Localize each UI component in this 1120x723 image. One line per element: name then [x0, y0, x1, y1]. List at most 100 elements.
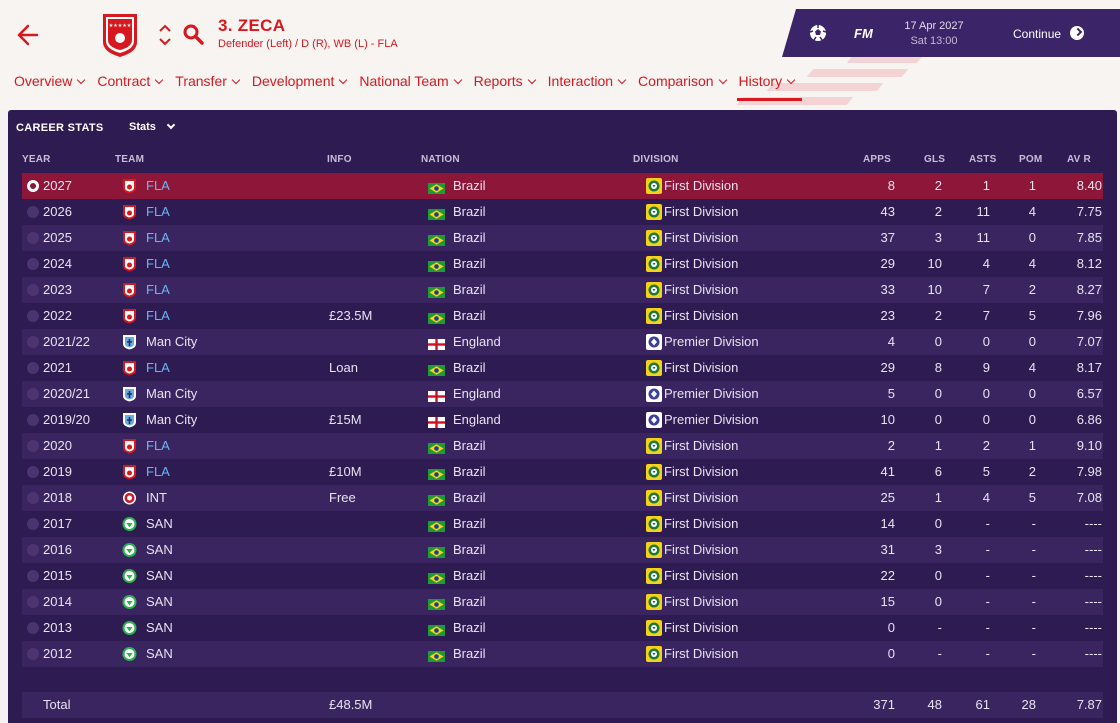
tab-reports[interactable]: Reports [474, 73, 536, 101]
top-status-bar: FM 17 Apr 2027 Sat 13:00 Continue [782, 9, 1120, 57]
table-row[interactable]: 2018 INT Free Brazil First Division 25 1 4 5 7.08 [22, 485, 1103, 511]
tab-development[interactable]: Development [252, 73, 348, 101]
table-row[interactable]: 2019 FLA £10M Brazil First Division 41 6 5 2 7.98 [22, 459, 1103, 485]
column-header-gls[interactable]: GLS [924, 154, 946, 165]
prev-next-player-icon[interactable] [158, 22, 172, 48]
row-select-radio[interactable] [27, 492, 39, 504]
game-date: 17 Apr 2027 [904, 20, 964, 32]
column-header-nation[interactable]: NATION [421, 154, 460, 165]
career-stats-panel: CAREER STATS Stats YEAR TEAM INFO NATION… [8, 110, 1117, 723]
tab-history[interactable]: History [736, 73, 802, 101]
team-name[interactable]: FLA [146, 308, 170, 323]
table-row[interactable]: 2027 FLA Brazil First Division 8 2 1 1 8.40 [22, 173, 1103, 199]
club-badge-icon [122, 412, 137, 428]
pom-cell: 0 [1028, 230, 1036, 245]
assists-cell: - [985, 646, 990, 661]
goals-cell: 10 [927, 256, 942, 271]
row-select-radio[interactable] [27, 414, 39, 426]
table-row[interactable]: 2019/20 Man City £15M England Premier Divisi… [22, 407, 1103, 433]
club-badge-icon [122, 464, 137, 480]
back-arrow-icon[interactable] [14, 22, 40, 48]
year-cell: 2023 [43, 282, 72, 297]
table-row[interactable]: 2025 FLA Brazil First Division 37 3 11 0 7.85 [22, 225, 1103, 251]
table-row[interactable]: 2020 FLA Brazil First Division 2 1 2 1 9.10 [22, 433, 1103, 459]
row-select-radio[interactable] [27, 258, 39, 270]
goals-cell: 0 [934, 334, 942, 349]
row-select-radio[interactable] [27, 596, 39, 608]
row-select-radio[interactable] [27, 362, 39, 374]
apps-cell: 43 [880, 204, 895, 219]
tab-national-team[interactable]: National Team [359, 73, 462, 101]
tab-transfer[interactable]: Transfer [175, 73, 241, 101]
nation-flag-icon [428, 571, 445, 584]
career-stats-table: 2027 FLA Brazil First Division 8 2 1 1 8.40 2026 F… [22, 173, 1103, 667]
row-select-radio[interactable] [27, 622, 39, 634]
row-select-radio[interactable] [27, 648, 39, 660]
row-select-radio[interactable] [27, 388, 39, 400]
table-row[interactable]: 2024 FLA Brazil First Division 29 10 4 4 8.12 [22, 251, 1103, 277]
goals-cell: 2 [934, 308, 942, 323]
table-row[interactable]: 2023 FLA Brazil First Division 33 10 7 2 8.27 [22, 277, 1103, 303]
tab-overview[interactable]: Overview [14, 73, 86, 101]
team-name[interactable]: FLA [146, 256, 170, 271]
assists-cell: 4 [982, 256, 990, 271]
competition-logo-icon [645, 489, 663, 507]
row-select-radio[interactable] [27, 518, 39, 530]
table-row[interactable]: 2021 FLA Loan Brazil First Division 29 8 9 4 8.17 [22, 355, 1103, 381]
avg-rating-cell: 7.96 [1076, 308, 1102, 323]
team-name[interactable]: FLA [146, 464, 170, 479]
total-row: Total £48.5M 371 48 61 28 7.87 [22, 692, 1103, 718]
team-name[interactable]: FLA [146, 360, 170, 375]
team-name[interactable]: FLA [146, 230, 170, 245]
column-header-avr[interactable]: AV R [1067, 154, 1091, 165]
table-row[interactable]: 2017 SAN Brazil First Division 14 0- - ---- [22, 511, 1103, 537]
column-header-pom[interactable]: POM [1019, 154, 1043, 165]
row-select-radio[interactable] [27, 310, 39, 322]
goals-cell: 2 [934, 204, 942, 219]
column-header-team[interactable]: TEAM [115, 154, 145, 165]
tab-interaction[interactable]: Interaction [548, 73, 627, 101]
football-icon[interactable] [808, 23, 828, 43]
row-select-radio[interactable] [27, 466, 39, 478]
table-row[interactable]: 2013 SAN Brazil First Division 0- - - ---- [22, 615, 1103, 641]
team-name[interactable]: FLA [146, 204, 170, 219]
table-row[interactable]: 2016 SAN Brazil First Division 31 3- - ---- [22, 537, 1103, 563]
continue-arrow-icon[interactable] [1070, 26, 1084, 40]
column-header-asts[interactable]: ASTS [969, 154, 997, 165]
table-row[interactable]: 2012 SAN Brazil First Division 0- - - ---- [22, 641, 1103, 667]
row-select-radio[interactable] [27, 440, 39, 452]
nation-cell: Brazil [453, 620, 486, 635]
table-row[interactable]: 2014 SAN Brazil First Division 15 0- - ---- [22, 589, 1103, 615]
table-row[interactable]: 2015 SAN Brazil First Division 22 0- - ---- [22, 563, 1103, 589]
row-select-radio[interactable] [27, 232, 39, 244]
row-select-radio[interactable] [27, 570, 39, 582]
team-name[interactable]: FLA [146, 178, 170, 193]
goals-cell: 10 [927, 282, 942, 297]
table-row[interactable]: 2020/21 Man City England Premier Division 5 0… [22, 381, 1103, 407]
row-select-radio[interactable] [27, 284, 39, 296]
row-select-radio[interactable] [27, 336, 39, 348]
fm-logo[interactable]: FM [854, 26, 873, 41]
table-row[interactable]: 2026 FLA Brazil First Division 43 2 11 4 7.75 [22, 199, 1103, 225]
team-name[interactable]: FLA [146, 282, 170, 297]
total-pom: 28 [1021, 697, 1036, 712]
pom-cell: - [1031, 646, 1036, 661]
tab-comparison[interactable]: Comparison [638, 73, 727, 101]
search-icon[interactable] [181, 22, 205, 46]
table-row[interactable]: 2022 FLA £23.5M Brazil First Division 23 2 7 5 7.… [22, 303, 1103, 329]
row-select-radio[interactable] [27, 180, 39, 192]
column-header-info[interactable]: INFO [327, 154, 352, 165]
stats-view-dropdown[interactable]: Stats [129, 120, 176, 133]
competition-logo-icon [645, 463, 663, 481]
year-cell: 2024 [43, 256, 72, 271]
column-header-apps[interactable]: APPS [863, 154, 892, 165]
tab-contract[interactable]: Contract [97, 73, 164, 101]
team-name[interactable]: FLA [146, 438, 170, 453]
row-select-radio[interactable] [27, 206, 39, 218]
division-cell: Premier Division [664, 412, 759, 427]
column-header-year[interactable]: YEAR [22, 154, 51, 165]
table-row[interactable]: 2021/22 Man City England Premier Division 4 0… [22, 329, 1103, 355]
continue-button[interactable]: Continue [1013, 27, 1062, 41]
column-header-division[interactable]: DIVISION [633, 154, 679, 165]
row-select-radio[interactable] [27, 544, 39, 556]
